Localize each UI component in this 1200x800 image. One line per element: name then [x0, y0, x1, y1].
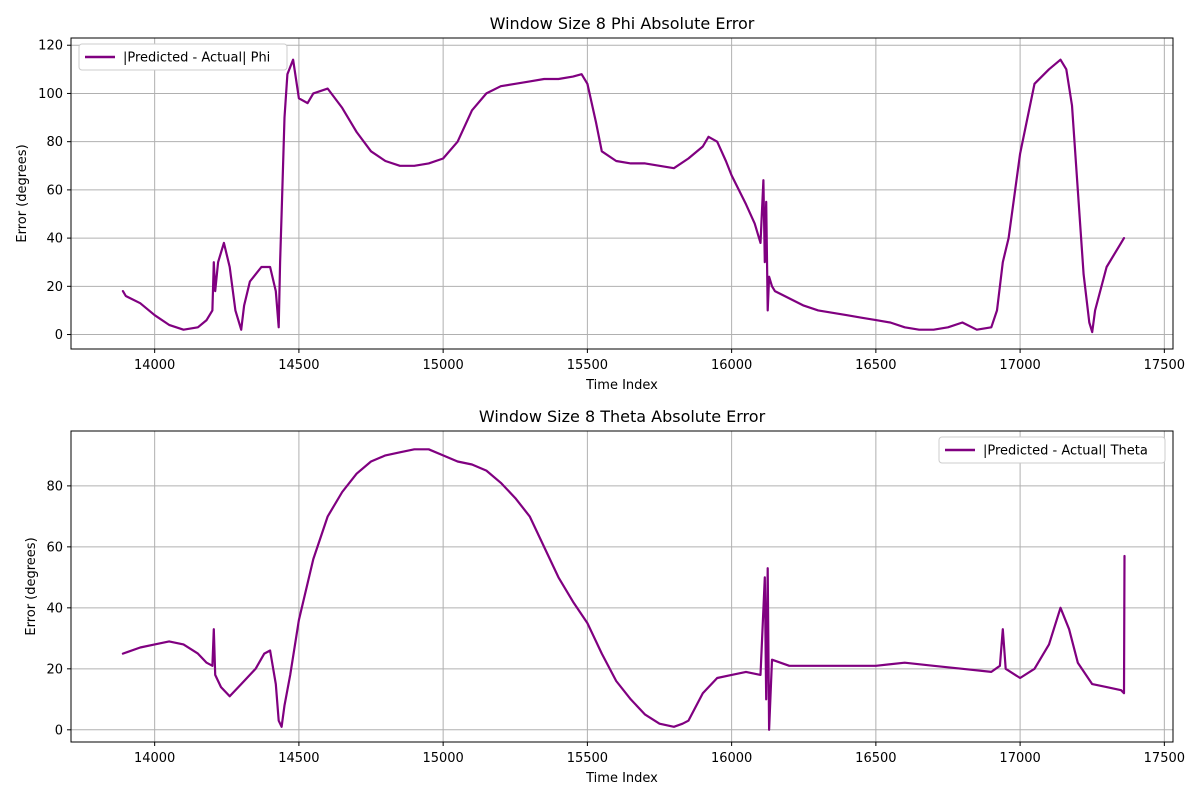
x-tick-label: 14500	[278, 358, 319, 373]
x-tick-label: 14500	[278, 751, 319, 766]
legend-box	[78, 43, 288, 71]
x-tick-label: 16500	[855, 751, 896, 766]
y-tick-label: 40	[46, 232, 63, 247]
x-tick-label: 14000	[134, 751, 175, 766]
y-tick-label: 40	[46, 601, 63, 616]
y-tick-label: 0	[55, 328, 63, 343]
y-tick-label: 20	[46, 662, 63, 677]
legend-box	[938, 436, 1166, 464]
plot-frame	[70, 430, 1174, 743]
theta-error-chart: 14000 14500 15000 15500 16000 16500 17000 17500…	[24, 407, 1185, 786]
series-line	[121, 58, 1126, 334]
y-axis-label: Error (degrees)	[15, 144, 30, 242]
x-tick-label: 16500	[855, 358, 896, 373]
legend-label: |Predicted - Actual| Phi	[123, 51, 270, 66]
y-tick-label: 60	[46, 540, 63, 555]
y-tick-label: 100	[38, 87, 63, 102]
x-tick-label: 15000	[422, 751, 463, 766]
y-axis-label: Error (degrees)	[24, 537, 39, 635]
y-tick-label: 0	[55, 723, 63, 738]
x-tick-label: 15500	[567, 751, 608, 766]
phi-error-chart: 14000 14500 15000 15500 16000 16500 17000 17500…	[15, 14, 1185, 393]
y-tick-label: 120	[38, 39, 63, 54]
x-tick-label: 17500	[1144, 751, 1185, 766]
x-tick-label: 15000	[422, 358, 463, 373]
x-tick-label: 17000	[999, 751, 1040, 766]
chart-title: Window Size 8 Phi Absolute Error	[490, 14, 755, 33]
x-tick-label: 17000	[999, 358, 1040, 373]
y-tick-label: 60	[46, 183, 63, 198]
legend-label: |Predicted - Actual| Theta	[983, 444, 1148, 459]
x-tick-label: 16000	[711, 751, 752, 766]
x-axis-label: Time Index	[585, 771, 658, 786]
x-axis-label: Time Index	[585, 378, 658, 393]
x-tick-label: 14000	[134, 358, 175, 373]
x-tick-label: 15500	[567, 358, 608, 373]
x-tick-label: 16000	[711, 358, 752, 373]
plot-frame	[70, 37, 1174, 350]
chart-title: Window Size 8 Theta Absolute Error	[479, 407, 766, 426]
y-tick-label: 80	[46, 479, 63, 494]
y-tick-label: 80	[46, 135, 63, 150]
x-tick-label: 17500	[1144, 358, 1185, 373]
series-line	[121, 448, 1126, 731]
y-tick-label: 20	[46, 280, 63, 295]
